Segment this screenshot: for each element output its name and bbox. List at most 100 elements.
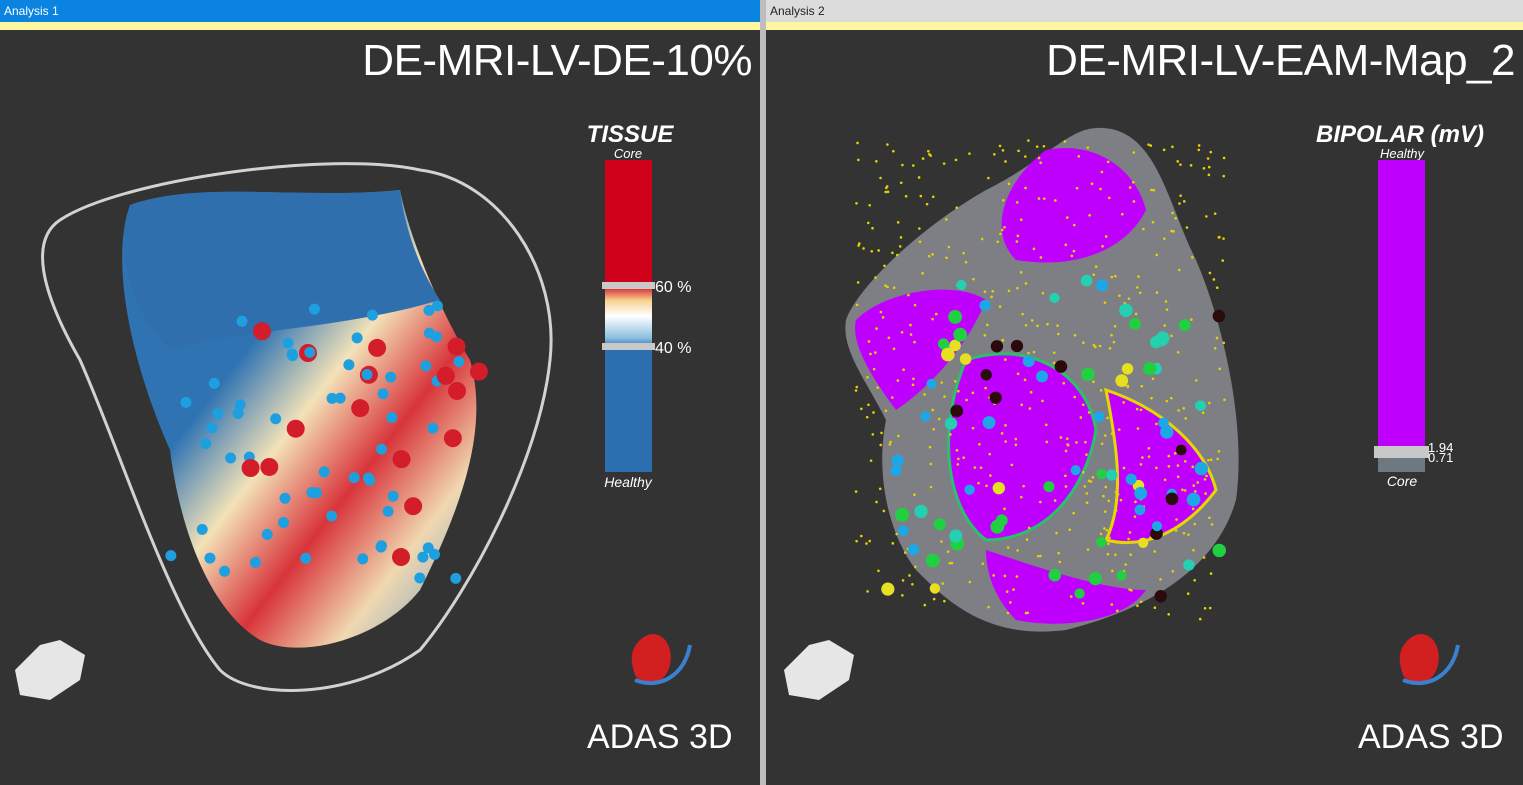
sample-point	[1138, 291, 1142, 295]
sample-point	[1167, 613, 1171, 616]
sample-point	[1024, 282, 1028, 285]
sample-point	[1215, 336, 1219, 340]
sample-point	[901, 163, 904, 167]
sample-point	[1202, 167, 1206, 170]
orientation-icon[interactable]	[784, 640, 854, 700]
ablation-point	[180, 396, 192, 408]
ablation-point	[357, 553, 369, 565]
sample-point	[869, 459, 873, 462]
sample-point	[1027, 139, 1030, 142]
sample-point	[1081, 602, 1085, 605]
ablation-point	[990, 340, 1004, 353]
sample-point	[943, 395, 946, 398]
sample-point	[1132, 151, 1136, 154]
sample-point	[1012, 588, 1015, 591]
sample-point	[1039, 554, 1042, 558]
sample-point	[1057, 551, 1060, 555]
sample-point	[1030, 319, 1034, 322]
sample-point	[1131, 180, 1135, 184]
sample-point	[984, 386, 987, 390]
sample-point	[1014, 437, 1018, 441]
sample-point	[1055, 531, 1058, 535]
sample-point	[1155, 291, 1159, 294]
ablation-point	[1088, 571, 1102, 586]
sample-point	[1059, 436, 1063, 439]
sample-point	[988, 452, 991, 456]
sample-point	[1024, 611, 1028, 615]
ablation-point	[375, 541, 387, 553]
sample-point	[1087, 411, 1091, 414]
sample-point	[1103, 510, 1107, 513]
sample-point	[880, 431, 883, 435]
sample-point	[1112, 340, 1116, 344]
sample-point	[1037, 197, 1041, 200]
sample-point	[1126, 384, 1130, 388]
ablation-point	[937, 338, 950, 350]
sample-point	[1178, 202, 1181, 205]
sample-point	[866, 375, 869, 379]
ablation-point	[200, 438, 212, 450]
scale-marker[interactable]	[1374, 446, 1429, 454]
ablation-point	[982, 416, 996, 429]
ablation-point	[1106, 469, 1118, 481]
sample-point	[956, 463, 960, 466]
ablation-point	[933, 518, 946, 531]
ablation-point	[219, 565, 231, 577]
sample-point	[957, 457, 960, 461]
sample-point	[1028, 407, 1032, 410]
voltage-region	[1103, 387, 1218, 545]
sample-point	[854, 490, 858, 493]
ablation-point	[980, 369, 992, 381]
sample-point	[892, 286, 896, 290]
sample-point	[1099, 389, 1103, 392]
sample-point	[868, 539, 871, 543]
sample-point	[955, 449, 959, 452]
sample-point	[1212, 278, 1216, 281]
sample-point	[1089, 480, 1093, 483]
orientation-icon[interactable]	[15, 640, 85, 700]
logo-mark	[631, 634, 692, 686]
sample-point	[1070, 254, 1074, 258]
sample-point	[1134, 312, 1138, 316]
sample-point	[1093, 345, 1097, 349]
tab[interactable]: Analysis 2	[766, 0, 1523, 22]
sample-point	[1210, 523, 1214, 526]
sample-point	[1110, 275, 1114, 279]
ablation-point	[206, 422, 218, 434]
ablation-point	[1093, 411, 1105, 423]
sample-point	[1046, 322, 1049, 326]
sample-point	[891, 396, 894, 399]
sample-point	[1039, 500, 1042, 504]
ablation-point	[431, 300, 443, 312]
scale-marker[interactable]	[602, 343, 655, 350]
sample-point	[1142, 227, 1145, 231]
sample-point	[1058, 560, 1062, 564]
logo-mark	[1399, 634, 1460, 686]
sample-point	[857, 244, 860, 247]
ablation-point	[1186, 492, 1201, 507]
sample-point	[1181, 488, 1184, 492]
heart-base	[124, 190, 441, 350]
sample-point	[1062, 381, 1066, 385]
sample-point	[980, 237, 984, 241]
ablation-point	[881, 582, 895, 596]
sample-point	[1100, 442, 1104, 446]
scale-marker[interactable]	[1374, 454, 1429, 458]
sample-point	[1000, 228, 1004, 232]
sample-point	[968, 580, 972, 584]
sample-point	[1192, 548, 1195, 552]
tab[interactable]: Analysis 1	[0, 0, 762, 22]
sample-point	[1222, 237, 1225, 240]
sample-point	[1183, 489, 1187, 492]
sample-point	[1194, 490, 1197, 493]
sample-point	[1213, 212, 1217, 215]
sample-point	[1197, 144, 1201, 147]
scale-marker[interactable]	[602, 282, 655, 289]
ablation-point	[1119, 303, 1133, 318]
sample-point	[1182, 407, 1186, 410]
ablation-point	[1070, 465, 1081, 476]
tab-underline	[766, 22, 1523, 30]
sample-point	[904, 194, 908, 198]
ablation-point	[326, 392, 338, 404]
ablation-point	[165, 550, 177, 562]
